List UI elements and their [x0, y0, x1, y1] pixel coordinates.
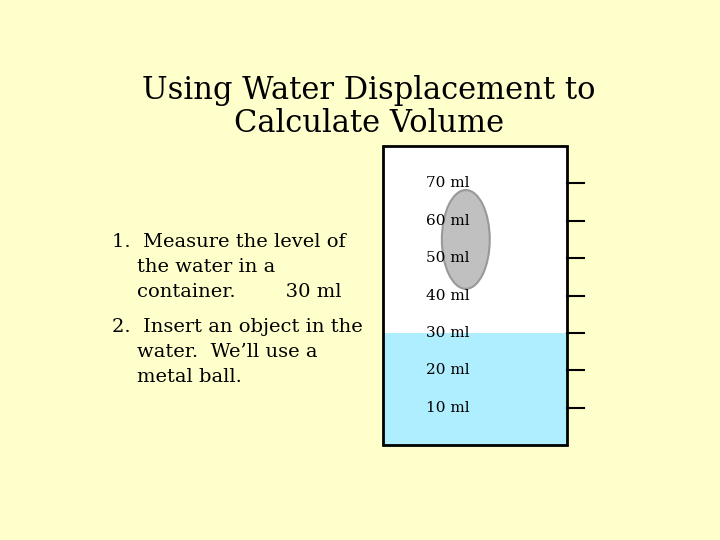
Text: 60 ml: 60 ml	[426, 214, 469, 228]
Text: 1.  Measure the level of: 1. Measure the level of	[112, 233, 346, 251]
Text: 20 ml: 20 ml	[426, 363, 469, 377]
Text: Using Water Displacement to: Using Water Displacement to	[143, 75, 595, 106]
Text: 40 ml: 40 ml	[426, 288, 469, 302]
Text: 2.  Insert an object in the: 2. Insert an object in the	[112, 319, 363, 336]
Text: water.  We’ll use a: water. We’ll use a	[112, 343, 318, 361]
Text: 70 ml: 70 ml	[426, 176, 469, 190]
Text: 30 ml: 30 ml	[426, 326, 469, 340]
Bar	[383, 333, 567, 446]
Ellipse shape	[442, 190, 490, 289]
Bar	[383, 146, 567, 446]
Text: the water in a: the water in a	[112, 258, 276, 276]
Text: container.        30 ml: container. 30 ml	[112, 283, 342, 301]
Text: Calculate Volume: Calculate Volume	[234, 109, 504, 139]
Bar	[383, 146, 567, 333]
Text: 50 ml: 50 ml	[426, 251, 469, 265]
Text: 10 ml: 10 ml	[426, 401, 469, 415]
Text: metal ball.: metal ball.	[112, 368, 242, 386]
